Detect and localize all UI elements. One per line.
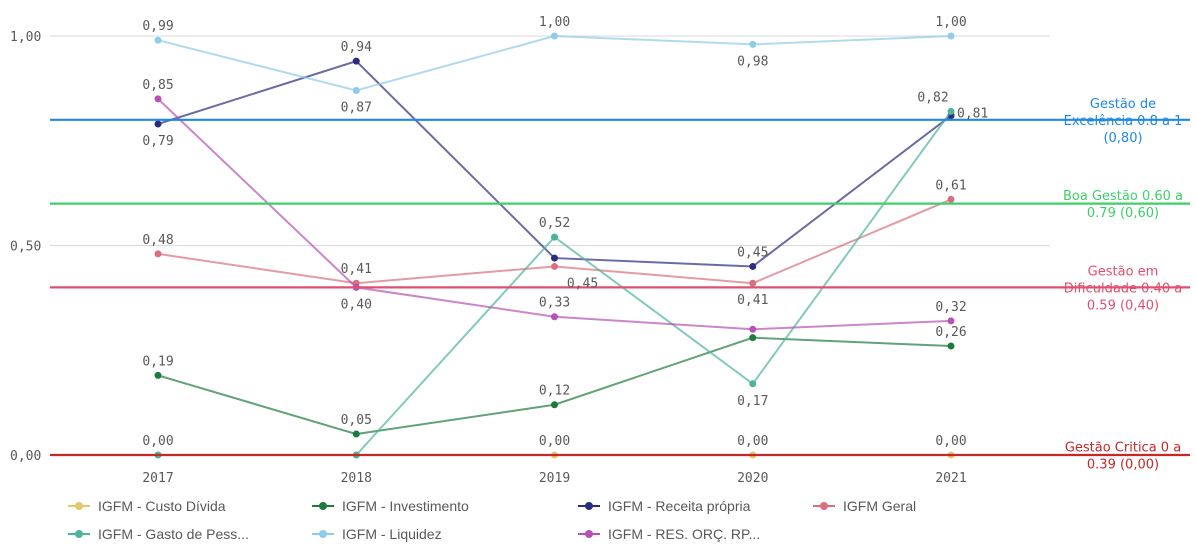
- y-tick-label: 0,00: [10, 449, 41, 464]
- legend-swatch-icon: [578, 529, 600, 539]
- series-igfm-receita-propria-point[interactable]: [551, 254, 558, 262]
- legend-label: IGFM - RES. ORÇ. RP...: [608, 526, 761, 542]
- data-label: 0,05: [341, 413, 372, 428]
- legend-swatch-icon: [68, 529, 90, 539]
- data-labels: 0,99 0,85 0,79 0,48 0,19 0,00 0,94 0,87 0,41 0,40…: [142, 15, 988, 449]
- data-label: 0,87: [341, 100, 372, 115]
- data-label: 0,48: [142, 233, 173, 248]
- reference-label: Boa Gestão 0.60 a 0.79 (0,60): [1063, 189, 1183, 221]
- data-label: 0,94: [341, 40, 372, 55]
- x-axis-ticks: 2017 2018 2019 2020 2021: [142, 471, 966, 486]
- legend-label: IGFM - Receita própria: [608, 498, 751, 514]
- legend-label: IGFM - Investimento: [342, 498, 469, 514]
- data-label: 0,52: [539, 216, 570, 231]
- x-tick-label: 2019: [539, 471, 570, 486]
- data-label: 0,99: [142, 19, 173, 34]
- legend-swatch-icon: [312, 529, 334, 539]
- legend-item-igfm-res-orc-rp[interactable]: IGFM - RES. ORÇ. RP...: [578, 526, 760, 542]
- series-igfm-geral-point[interactable]: [551, 262, 558, 270]
- x-tick-label: 2020: [737, 471, 768, 486]
- legend-swatch-icon: [312, 501, 334, 511]
- data-label: 0,32: [935, 300, 966, 315]
- legend-item-igfm-geral[interactable]: IGFM Geral: [813, 498, 916, 514]
- series-igfm-geral-point[interactable]: [947, 195, 955, 203]
- data-label: 0,61: [935, 178, 966, 193]
- legend-item-igfm-receita-propria[interactable]: IGFM - Receita própria: [578, 498, 750, 514]
- series-igfm-gasto-de-pess-point[interactable]: [947, 107, 955, 115]
- data-label: 0,82: [917, 90, 948, 105]
- series-igfm-receita-propria-point[interactable]: [154, 120, 162, 128]
- series-igfm-receita-propria-point[interactable]: [749, 262, 757, 270]
- data-label: 0,40: [341, 297, 372, 312]
- legend-label: IGFM Geral: [843, 498, 917, 514]
- series-igfm-liquidez-point[interactable]: [947, 32, 955, 40]
- data-label: 0,79: [142, 134, 173, 149]
- series-igfm-gasto-de-pess-point[interactable]: [551, 233, 558, 241]
- x-tick-label: 2018: [341, 471, 372, 486]
- series-igfm-res-orc-rp-point[interactable]: [551, 313, 558, 321]
- series-igfm-investimento-point[interactable]: [947, 342, 955, 350]
- data-label: 0,00: [737, 434, 768, 449]
- series-igfm-liquidez-point[interactable]: [154, 36, 162, 44]
- series-igfm-investimento-point[interactable]: [154, 371, 162, 379]
- legend-label: IGFM - Liquidez: [342, 526, 442, 542]
- y-axis-ticks: 0,00 0,50 1,00: [10, 30, 41, 464]
- data-label: 0,45: [567, 276, 598, 291]
- data-label: 0,41: [737, 293, 768, 308]
- legend-label: IGFM - Gasto de Pess...: [98, 526, 249, 542]
- reference-lines: Gestão de Excelência 0.8 a 1 (0,80) Boa Ges…: [50, 97, 1190, 473]
- x-tick-label: 2017: [142, 471, 173, 486]
- data-label: 0,00: [142, 434, 173, 449]
- data-label: 0,45: [737, 245, 768, 260]
- legend-label: IGFM - Custo Dívida: [98, 498, 226, 514]
- data-label: 0,17: [737, 394, 768, 409]
- series-igfm-gasto-de-pess-point[interactable]: [749, 380, 757, 388]
- series-igfm-geral-point[interactable]: [749, 279, 757, 287]
- legend-swatch-icon: [68, 501, 90, 511]
- series-igfm-res-orc-rp-point[interactable]: [947, 317, 955, 325]
- series-igfm-liquidez-line: [157, 34, 952, 92]
- reference-label: Gestão em Dificuldade 0.40 a 0.59 (0,40): [1064, 264, 1182, 313]
- data-label: 0,19: [142, 354, 173, 369]
- series-igfm-investimento-point[interactable]: [551, 401, 558, 409]
- legend-item-igfm-gasto-de-pess[interactable]: IGFM - Gasto de Pess...: [68, 526, 249, 542]
- y-tick-label: 1,00: [10, 30, 41, 45]
- series-igfm-receita-propria-point[interactable]: [352, 57, 360, 65]
- series-igfm-liquidez-point[interactable]: [749, 40, 757, 48]
- gridlines: [50, 35, 1050, 246]
- data-label: 1,00: [935, 15, 966, 30]
- data-label: 0,41: [341, 262, 372, 277]
- legend-swatch-icon: [578, 501, 600, 511]
- data-label: 0,12: [539, 384, 570, 399]
- series-igfm-geral-point[interactable]: [154, 250, 162, 258]
- reference-label: Gestão Critica 0 a 0.39 (0,00): [1065, 441, 1181, 473]
- data-label: 0,33: [539, 296, 570, 311]
- y-tick-label: 0,50: [10, 240, 41, 255]
- series-igfm-res-orc-rp-line: [157, 98, 952, 331]
- series-igfm-investimento-point[interactable]: [352, 430, 360, 438]
- series-igfm-liquidez-point[interactable]: [352, 86, 360, 94]
- data-label: 0,85: [142, 78, 173, 93]
- data-label: 0,00: [935, 434, 966, 449]
- series-igfm-res-orc-rp-point[interactable]: [154, 95, 162, 103]
- data-label: 0,98: [737, 54, 768, 69]
- legend-item-igfm-liquidez[interactable]: IGFM - Liquidez: [312, 526, 442, 542]
- series-igfm-res-orc-rp-point[interactable]: [749, 325, 757, 333]
- data-label: 0,81: [957, 107, 988, 122]
- series-igfm-investimento-point[interactable]: [749, 334, 757, 342]
- data-label: 1,00: [539, 15, 570, 30]
- legend-item-igfm-investimento[interactable]: IGFM - Investimento: [312, 498, 469, 514]
- data-label: 0,26: [935, 325, 966, 340]
- reference-label: Gestão de Excelência 0.8 a 1 (0,80): [1064, 97, 1183, 146]
- legend-swatch-icon: [813, 501, 835, 511]
- x-tick-label: 2021: [935, 471, 966, 486]
- data-label: 0,00: [539, 434, 570, 449]
- legend-item-igfm-custo-divida[interactable]: IGFM - Custo Dívida: [68, 498, 226, 514]
- series-igfm-liquidez-point[interactable]: [551, 32, 558, 40]
